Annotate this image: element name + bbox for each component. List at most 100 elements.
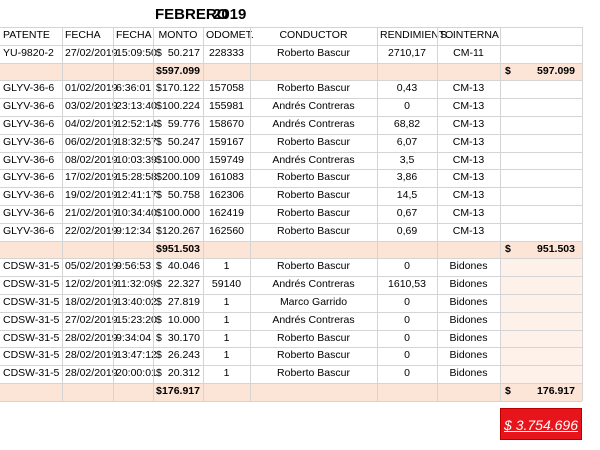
rendimiento: 14,5	[396, 189, 418, 202]
odometro: 1	[223, 349, 230, 362]
fecha: 27/02/2019	[65, 313, 118, 326]
fecha: 17/02/2019	[65, 171, 118, 184]
monto: 100.000	[162, 153, 200, 166]
odometro: 162419	[208, 207, 245, 219]
hora: 6:36:01	[116, 82, 152, 95]
grid-line	[0, 222, 582, 224]
rendimiento: 0	[404, 296, 410, 308]
grid-line	[0, 400, 582, 402]
grid-line	[0, 187, 582, 189]
patente: CDSW-31-5	[3, 349, 60, 362]
conductor: Roberto Bascur	[277, 260, 350, 273]
conductor: Andrés Contreras	[272, 118, 355, 130]
conductor: Roberto Bascur	[277, 224, 350, 237]
rendimiento: 0,67	[396, 207, 418, 219]
conductor: Roberto Bascur	[277, 331, 350, 344]
grand-total: $ 3.754.696	[500, 408, 582, 440]
monto: 100.000	[162, 207, 200, 219]
column-header: ODOMET.	[206, 29, 254, 41]
patente: YU-9820-2	[3, 46, 54, 59]
hora: 15:28:58	[116, 171, 157, 184]
grid-line	[0, 347, 582, 349]
rendimiento: 6,07	[396, 135, 418, 148]
title-month: FEBRERO	[155, 6, 229, 23]
grid-line	[0, 311, 582, 313]
fecha: 01/02/2019	[65, 82, 118, 95]
grid-line	[0, 169, 582, 171]
grid-line	[0, 98, 582, 100]
odometro: 157058	[208, 82, 245, 95]
hora: 12:52:14	[116, 118, 157, 130]
rendimiento: 0	[404, 331, 410, 344]
patente: GLYV-36-6	[3, 189, 55, 202]
hora: 20:00:01	[116, 367, 157, 380]
grid-line	[0, 27, 582, 28]
hora: 18:32:57	[116, 135, 157, 148]
grid-line	[0, 329, 582, 331]
conductor: Roberto Bascur	[277, 349, 350, 362]
hora: 13:47:12	[116, 349, 157, 362]
monto: 10.000	[167, 313, 200, 326]
currency: $	[156, 278, 162, 291]
rendimiento: 0	[404, 349, 410, 362]
monto: 20.312	[167, 367, 200, 380]
subtotal-fill	[500, 62, 582, 81]
monto: 50.217	[167, 46, 200, 59]
fecha: 08/02/2019	[65, 153, 118, 166]
odometro: 155981	[208, 100, 245, 113]
monto: 170.122	[162, 82, 200, 95]
s-interna: Bidones	[449, 296, 488, 308]
odometro: 159167	[208, 135, 245, 148]
grid-line	[250, 27, 251, 401]
column-header: MONTO	[158, 29, 198, 41]
currency: $	[156, 260, 162, 273]
grid-line	[0, 44, 582, 46]
currency: $	[156, 82, 162, 95]
grid-line	[0, 205, 582, 206]
s-interna: CM-13	[452, 224, 485, 237]
odometro: 228333	[208, 46, 245, 59]
s-interna: CM-13	[452, 171, 485, 184]
subtotal-amount: 951.503	[537, 242, 575, 255]
grid-line	[582, 27, 583, 401]
conductor: Andrés Contreras	[272, 313, 355, 326]
odometro: 161083	[208, 171, 245, 184]
s-interna: CM-13	[452, 189, 485, 202]
currency: $	[156, 118, 162, 130]
rendimiento: 2710,17	[388, 46, 426, 59]
rendimiento: 1610,53	[388, 278, 426, 291]
hora: 15:23:20	[116, 313, 157, 326]
conductor: Roberto Bascur	[277, 189, 350, 202]
patente: CDSW-31-5	[3, 313, 60, 326]
hora: 12:41:17	[116, 189, 157, 202]
grid-line	[437, 27, 438, 401]
monto: 30.170	[167, 331, 200, 344]
rendimiento: 0	[404, 313, 410, 326]
grid-line	[377, 27, 378, 401]
fecha: 28/02/2019	[65, 349, 118, 362]
fecha: 27/02/2019	[65, 46, 118, 59]
hora: 15:09:50	[116, 46, 157, 59]
column-header: S. INTERNA	[440, 29, 499, 41]
rendimiento: 0	[404, 100, 410, 113]
s-interna: CM-13	[452, 207, 485, 219]
patente: GLYV-36-6	[3, 118, 55, 130]
grid-line	[0, 62, 582, 64]
currency: $	[156, 46, 162, 59]
fecha: 28/02/2019	[65, 331, 118, 344]
currency: $	[156, 313, 162, 326]
conductor: Roberto Bascur	[277, 135, 350, 148]
subtotal-currency: $	[156, 64, 162, 77]
fecha: 03/02/2019	[65, 100, 118, 113]
rendimiento: 3,5	[399, 153, 415, 166]
conductor: Roberto Bascur	[277, 207, 350, 219]
hora: 10:34:40	[116, 207, 157, 219]
column-header: FECHA	[65, 29, 101, 41]
grid-line	[0, 294, 582, 295]
column-fill	[500, 258, 582, 383]
odometro: 162560	[208, 224, 245, 237]
grid-line	[500, 27, 501, 401]
s-interna: CM-13	[452, 118, 485, 130]
patente: CDSW-31-5	[3, 331, 60, 344]
monto: 120.267	[162, 224, 200, 237]
